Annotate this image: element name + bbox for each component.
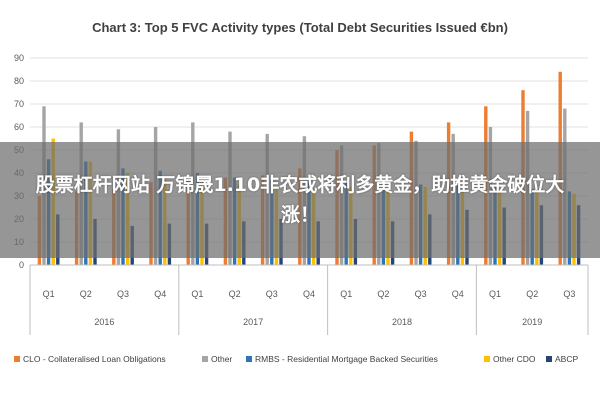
overlay-text: 股票杠杆网站 万锦晟1.10非农或将利多黄金，助推黄金破位大涨！ <box>35 174 565 226</box>
x-tick-label: Q1 <box>489 289 501 299</box>
legend-swatch <box>14 356 20 362</box>
legend-item: Other <box>202 354 232 364</box>
y-tick-label: 70 <box>14 99 24 109</box>
chart-title: Chart 3: Top 5 FVC Activity types (Total… <box>92 20 508 35</box>
legend-label: ABCP <box>555 354 578 364</box>
x-tick-label: Q1 <box>43 289 55 299</box>
legend-item: Other CDO <box>484 354 536 364</box>
year-label: 2018 <box>392 317 412 327</box>
legend-item: ABCP <box>546 354 578 364</box>
x-tick-label: Q2 <box>80 289 92 299</box>
x-axis: Q1 Q2 Q3 Q4 Q1 Q2 Q3 Q4 Q1 Q2 Q3 Q4 Q1 Q2 Q3 2016 2017 20… <box>29 264 589 335</box>
year-label: 2016 <box>94 317 114 327</box>
legend-item: CLO - Collateralised Loan Obligations <box>14 354 166 364</box>
x-tick-label: Q2 <box>526 289 538 299</box>
year-label: 2019 <box>522 317 542 327</box>
x-tick-label: Q2 <box>229 289 241 299</box>
legend-swatch <box>546 356 552 362</box>
legend: CLO - Collateralised Loan Obligations Oth… <box>14 354 578 364</box>
legend-label: CLO - Collateralised Loan Obligations <box>23 354 166 364</box>
x-tick-label: Q4 <box>154 289 166 299</box>
legend-item: RMBS - Residential Mortgage Backed Secur… <box>246 354 438 364</box>
legend-swatch <box>202 356 208 362</box>
overlay-banner: 股票杠杆网站 万锦晟1.10非农或将利多黄金，助推黄金破位大涨！ <box>0 142 600 258</box>
legend-swatch <box>246 356 252 362</box>
x-tick-label: Q4 <box>303 289 315 299</box>
x-tick-label: Q1 <box>340 289 352 299</box>
x-tick-label: Q3 <box>117 289 129 299</box>
y-tick-label: 60 <box>14 122 24 132</box>
y-tick-label: 90 <box>14 53 24 63</box>
legend-swatch <box>484 356 490 362</box>
y-tick-label: 80 <box>14 76 24 86</box>
legend-label: RMBS - Residential Mortgage Backed Secur… <box>255 354 438 364</box>
legend-label: Other <box>211 354 232 364</box>
y-tick-label: 0 <box>19 260 24 270</box>
x-tick-label: Q1 <box>191 289 203 299</box>
x-tick-label: Q3 <box>415 289 427 299</box>
x-tick-label: Q3 <box>266 289 278 299</box>
year-label: 2017 <box>243 317 263 327</box>
x-tick-label: Q2 <box>377 289 389 299</box>
legend-label: Other CDO <box>493 354 536 364</box>
x-tick-label: Q4 <box>452 289 464 299</box>
x-tick-label: Q3 <box>563 289 575 299</box>
